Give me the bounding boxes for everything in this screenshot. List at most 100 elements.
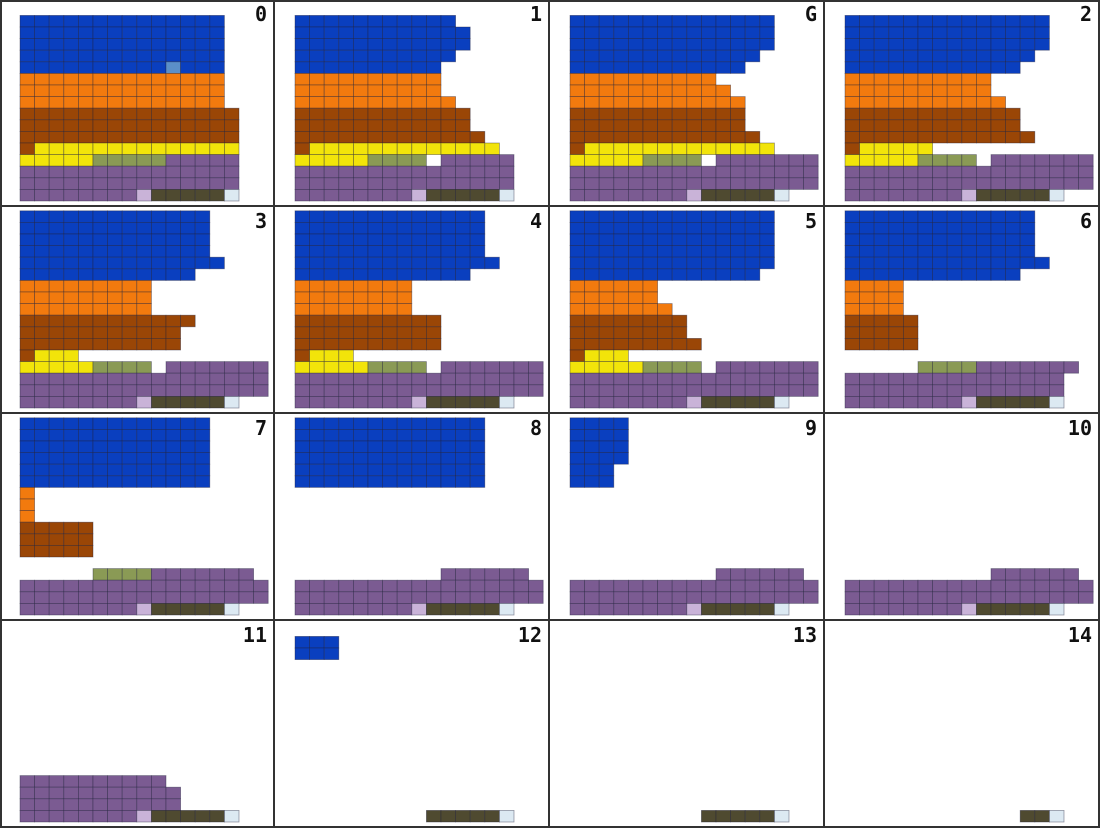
block-brown bbox=[48, 544, 65, 558]
block-orange bbox=[19, 280, 36, 293]
panel-7: 7 bbox=[0, 414, 275, 621]
block-orange bbox=[888, 280, 904, 293]
block-purple bbox=[63, 165, 79, 179]
block-purple bbox=[598, 591, 615, 604]
block-purple bbox=[946, 177, 963, 190]
block-blue bbox=[294, 210, 311, 223]
block-orange bbox=[19, 96, 36, 109]
block-blue bbox=[859, 256, 875, 270]
block-brown bbox=[455, 130, 471, 144]
block-brown bbox=[932, 130, 948, 144]
block-blue bbox=[440, 245, 457, 258]
block-darkolive bbox=[484, 395, 500, 409]
block-purple bbox=[209, 361, 225, 374]
block-blue bbox=[700, 221, 717, 235]
block-brown bbox=[628, 337, 644, 351]
block-blue bbox=[121, 463, 138, 477]
block-purple bbox=[150, 568, 167, 581]
block-blue bbox=[63, 210, 79, 223]
block-purple bbox=[121, 177, 138, 190]
block-pale bbox=[1048, 395, 1065, 409]
block-blue bbox=[961, 61, 977, 74]
block-purple bbox=[1034, 372, 1050, 386]
block-orange bbox=[63, 280, 79, 293]
block-orange bbox=[917, 73, 934, 86]
block-purple bbox=[367, 165, 384, 179]
block-purple bbox=[455, 154, 471, 167]
block-blue bbox=[613, 26, 629, 40]
block-purple bbox=[1048, 154, 1065, 167]
block-blue bbox=[484, 256, 500, 270]
block-brown bbox=[1019, 130, 1036, 144]
block-blue bbox=[657, 245, 673, 258]
block-brown bbox=[686, 337, 702, 351]
block-orange bbox=[19, 291, 36, 305]
block-blue bbox=[759, 14, 775, 28]
block-brown bbox=[107, 326, 123, 339]
block-blue bbox=[961, 210, 977, 223]
block-orange bbox=[19, 303, 36, 316]
block-purple bbox=[932, 579, 948, 593]
block-blue bbox=[932, 233, 948, 247]
block-purple bbox=[628, 602, 644, 616]
block-darkolive bbox=[700, 188, 717, 202]
block-purple bbox=[715, 177, 732, 190]
panel-label: 11 bbox=[242, 623, 267, 647]
block-brown bbox=[411, 130, 427, 144]
block-purple bbox=[773, 154, 790, 167]
block-blue bbox=[1005, 210, 1021, 223]
block-blue bbox=[19, 452, 36, 465]
block-purple bbox=[92, 786, 109, 800]
block-blue bbox=[294, 635, 311, 649]
block-brown bbox=[107, 107, 123, 121]
block-blue bbox=[700, 256, 717, 270]
block-brown bbox=[613, 130, 629, 144]
block-yellow bbox=[613, 361, 629, 374]
block-blue bbox=[107, 233, 123, 247]
block-brown bbox=[78, 119, 94, 132]
block-blue bbox=[569, 475, 586, 488]
block-brown bbox=[78, 337, 94, 351]
block-purple bbox=[469, 361, 486, 374]
block-blue bbox=[34, 245, 50, 258]
block-orange bbox=[309, 303, 325, 316]
block-brown bbox=[411, 326, 427, 339]
block-purple bbox=[903, 188, 919, 202]
block-blue bbox=[150, 475, 167, 488]
block-pale bbox=[223, 188, 240, 202]
block-blue bbox=[657, 61, 673, 74]
block-blue bbox=[744, 268, 761, 281]
block-purple bbox=[844, 177, 861, 190]
block-purple bbox=[121, 809, 138, 823]
block-blue bbox=[1005, 256, 1021, 270]
block-yellow bbox=[888, 154, 904, 167]
block-brown bbox=[946, 107, 963, 121]
block-blue bbox=[136, 61, 152, 74]
block-purple bbox=[584, 372, 600, 386]
block-pale bbox=[498, 809, 515, 823]
block-brown bbox=[888, 119, 904, 132]
block-orange bbox=[294, 291, 311, 305]
block-blue bbox=[367, 49, 384, 63]
block-brown bbox=[932, 119, 948, 132]
block-orange bbox=[686, 96, 702, 109]
block-darkolive bbox=[194, 395, 211, 409]
block-stack bbox=[844, 568, 1094, 616]
block-orange bbox=[338, 84, 354, 98]
block-blue bbox=[194, 463, 211, 477]
block-blue bbox=[323, 463, 340, 477]
block-purple bbox=[367, 372, 384, 386]
block-blue bbox=[569, 26, 586, 40]
block-blue bbox=[440, 221, 457, 235]
block-purple bbox=[150, 775, 167, 788]
block-purple bbox=[744, 165, 761, 179]
block-blue bbox=[932, 49, 948, 63]
block-brown bbox=[584, 326, 600, 339]
block-blue bbox=[121, 475, 138, 488]
block-blue bbox=[136, 268, 152, 281]
block-purple bbox=[92, 177, 109, 190]
block-purple bbox=[1063, 177, 1080, 190]
block-blue bbox=[873, 256, 890, 270]
block-purple bbox=[165, 568, 182, 581]
block-orange bbox=[382, 73, 398, 86]
